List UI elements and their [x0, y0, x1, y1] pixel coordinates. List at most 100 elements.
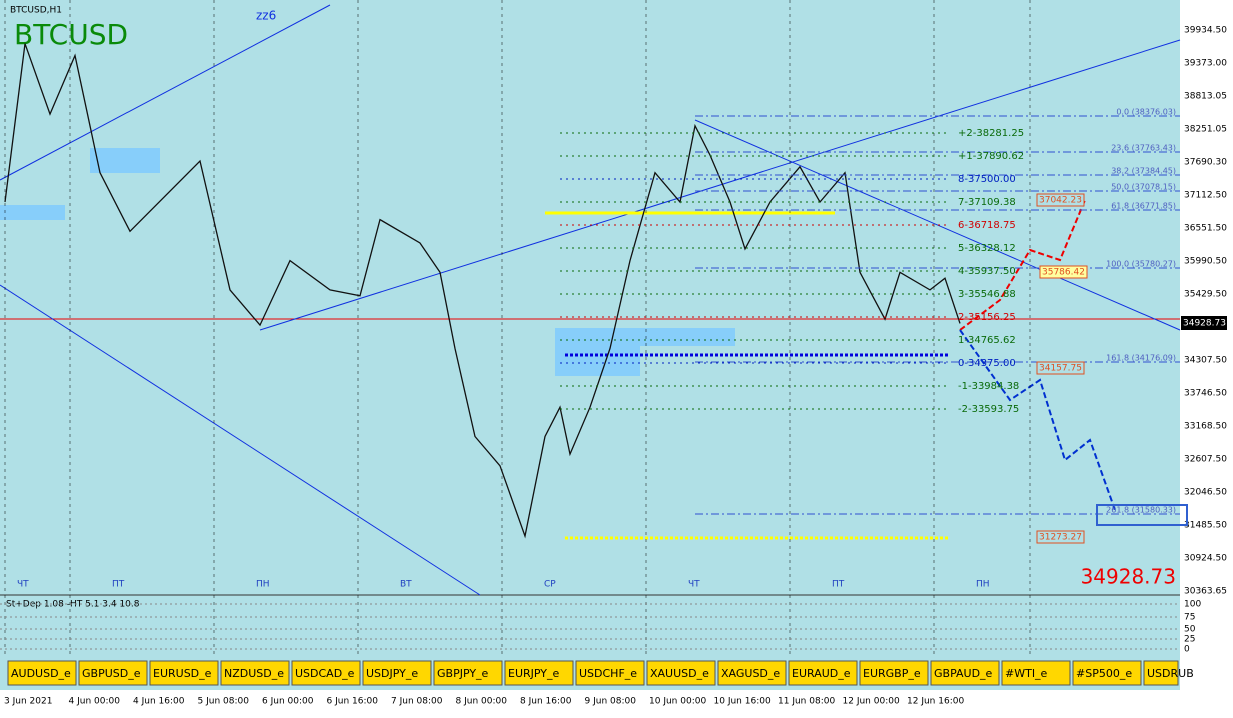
- zone: [555, 346, 640, 376]
- fib-label: 50.0 (37078.15): [1111, 183, 1176, 192]
- murrey-label: 6-36718.75: [958, 220, 1016, 231]
- murrey-label: +2-38281.25: [958, 128, 1024, 139]
- time-axis-label: 12 Jun 16:00: [907, 697, 964, 707]
- time-axis-label: 5 Jun 08:00: [198, 697, 250, 707]
- symbol-button[interactable]: [362, 660, 432, 686]
- murrey-label: 0-34375.00: [958, 358, 1016, 369]
- zone: [0, 205, 65, 220]
- forecast: [959, 199, 1086, 331]
- symbol-button[interactable]: [78, 660, 148, 686]
- fib-label: 100.0 (35780.27): [1106, 260, 1176, 269]
- symbol-button-label[interactable]: GBPUSD_e: [82, 667, 141, 680]
- price-axis-label: 30363.65: [1184, 587, 1227, 597]
- price-tag-box: [1039, 265, 1088, 279]
- symbol-button[interactable]: [859, 660, 929, 686]
- price-axis-label: 33746.50: [1184, 389, 1227, 399]
- osc-axis-label: 75: [1184, 613, 1195, 623]
- time-axis-label: 8 Jun 16:00: [520, 697, 572, 707]
- symbol-button-label[interactable]: EURUSD_e: [153, 667, 212, 680]
- murrey-label: 8-37500.00: [958, 174, 1016, 185]
- symbol-button[interactable]: [1072, 660, 1142, 686]
- time-axis-label: 7 Jun 08:00: [391, 697, 443, 707]
- symbol-button[interactable]: [504, 660, 574, 686]
- price-tag: 37042.23: [1039, 196, 1082, 206]
- trend-line: [0, 284, 481, 596]
- zone: [555, 328, 735, 346]
- symbol-button[interactable]: [575, 660, 645, 686]
- osc-axis-label: 25: [1184, 635, 1195, 645]
- symbol-button-label[interactable]: #SP500_e: [1076, 667, 1132, 680]
- symbol-button-label[interactable]: GBPAUD_e: [934, 667, 993, 680]
- time-axis-label: 10 Jun 00:00: [649, 697, 706, 707]
- symbol-button-label[interactable]: AUDUSD_e: [11, 667, 71, 680]
- murrey-label: 2-35156.25: [958, 312, 1016, 323]
- fib-label: 261.8 (31580.33): [1106, 506, 1176, 515]
- highlight-box: [1096, 504, 1188, 526]
- symbol-button[interactable]: [1143, 660, 1179, 686]
- price-tag-box: [1036, 193, 1085, 207]
- price-tag-bg: [1181, 316, 1227, 330]
- symbol-button[interactable]: [717, 660, 787, 686]
- symbol-button[interactable]: [7, 660, 77, 686]
- time-axis-label: 4 Jun 00:00: [69, 697, 121, 707]
- symbol-label: BTCUSD: [14, 18, 128, 51]
- price-axis-label: 35990.50: [1184, 257, 1227, 267]
- price-axis-label: 31485.50: [1184, 521, 1227, 531]
- symbol-button[interactable]: [291, 660, 361, 686]
- price-tag: 35786.42: [1042, 268, 1085, 278]
- time-axis-label: 11 Jun 08:00: [778, 697, 835, 707]
- symbol-button[interactable]: [930, 660, 1000, 686]
- symbol-button[interactable]: [220, 660, 290, 686]
- price-tag: 34157.75: [1039, 364, 1082, 374]
- symbol-button-label[interactable]: XAUUSD_e: [650, 667, 709, 680]
- time-axis-label: 9 Jun 08:00: [585, 697, 637, 707]
- symbol-button-label[interactable]: EURAUD_e: [792, 667, 851, 680]
- symbol-button[interactable]: [433, 660, 503, 686]
- symbol-button-label[interactable]: XAGUSD_e: [721, 667, 780, 680]
- symbol-button[interactable]: [788, 660, 858, 686]
- symbol-button-label[interactable]: USDCAD_e: [295, 667, 355, 680]
- fib-label: 0.0 (38376.03): [1116, 108, 1176, 117]
- symbol-button-label[interactable]: USDJPY_e: [366, 667, 418, 680]
- fib-label: 61.8 (36771.85): [1111, 202, 1176, 211]
- trend-line: [0, 4, 331, 181]
- murrey-label: 1-34765.62: [958, 335, 1016, 346]
- day-label: ПТ: [112, 580, 125, 590]
- symbol-button-label[interactable]: EURGBP_e: [863, 667, 921, 680]
- murrey-label: +1-37890.62: [958, 151, 1024, 162]
- time-axis-label: 12 Jun 00:00: [843, 697, 900, 707]
- forecast: [959, 329, 1116, 511]
- murrey-label: -1-33984.38: [958, 381, 1019, 392]
- symbol-button[interactable]: [646, 660, 716, 686]
- day-label: ВТ: [400, 580, 412, 590]
- price-axis-label: 36551.50: [1184, 224, 1227, 234]
- price-axis-label: 39934.50: [1184, 26, 1227, 36]
- price-axis-label: 37112.50: [1184, 191, 1227, 201]
- price-axis-label: 32046.50: [1184, 488, 1227, 498]
- symbol-button-label[interactable]: NZDUSD_e: [224, 667, 284, 680]
- murrey-label: -2-33593.75: [958, 404, 1019, 415]
- symbol-button-label[interactable]: #WTI_e: [1005, 667, 1048, 680]
- murrey-label: 7-37109.38: [958, 197, 1016, 208]
- price-axis-label: 37690.30: [1184, 158, 1227, 168]
- osc-axis-label: 0: [1184, 645, 1190, 655]
- price-axis-label: 32607.50: [1184, 455, 1227, 465]
- symbol-button-label[interactable]: USDRUB: [1147, 667, 1194, 680]
- symbol-button-label[interactable]: GBPJPY_e: [437, 667, 489, 680]
- osc-axis-label: 50: [1184, 625, 1196, 635]
- symbol-button-label[interactable]: USDCHF_e: [579, 667, 637, 680]
- trend-line: [694, 119, 1181, 331]
- price-line: [4, 43, 961, 539]
- time-axis-label: 4 Jun 16:00: [133, 697, 185, 707]
- time-axis-label: 8 Jun 00:00: [456, 697, 508, 707]
- time-axis-label: 10 Jun 16:00: [714, 697, 771, 707]
- price-axis-label: 38251.05: [1184, 125, 1227, 135]
- symbol-button[interactable]: [1001, 660, 1071, 686]
- time-axis-bg: [0, 690, 1233, 714]
- symbol-button-label[interactable]: EURJPY_e: [508, 667, 559, 680]
- osc-axis-label: 100: [1184, 600, 1201, 610]
- price-axis-label: 30924.50: [1184, 554, 1227, 564]
- symbol-button[interactable]: [149, 660, 219, 686]
- day-label: ЧТ: [688, 580, 700, 590]
